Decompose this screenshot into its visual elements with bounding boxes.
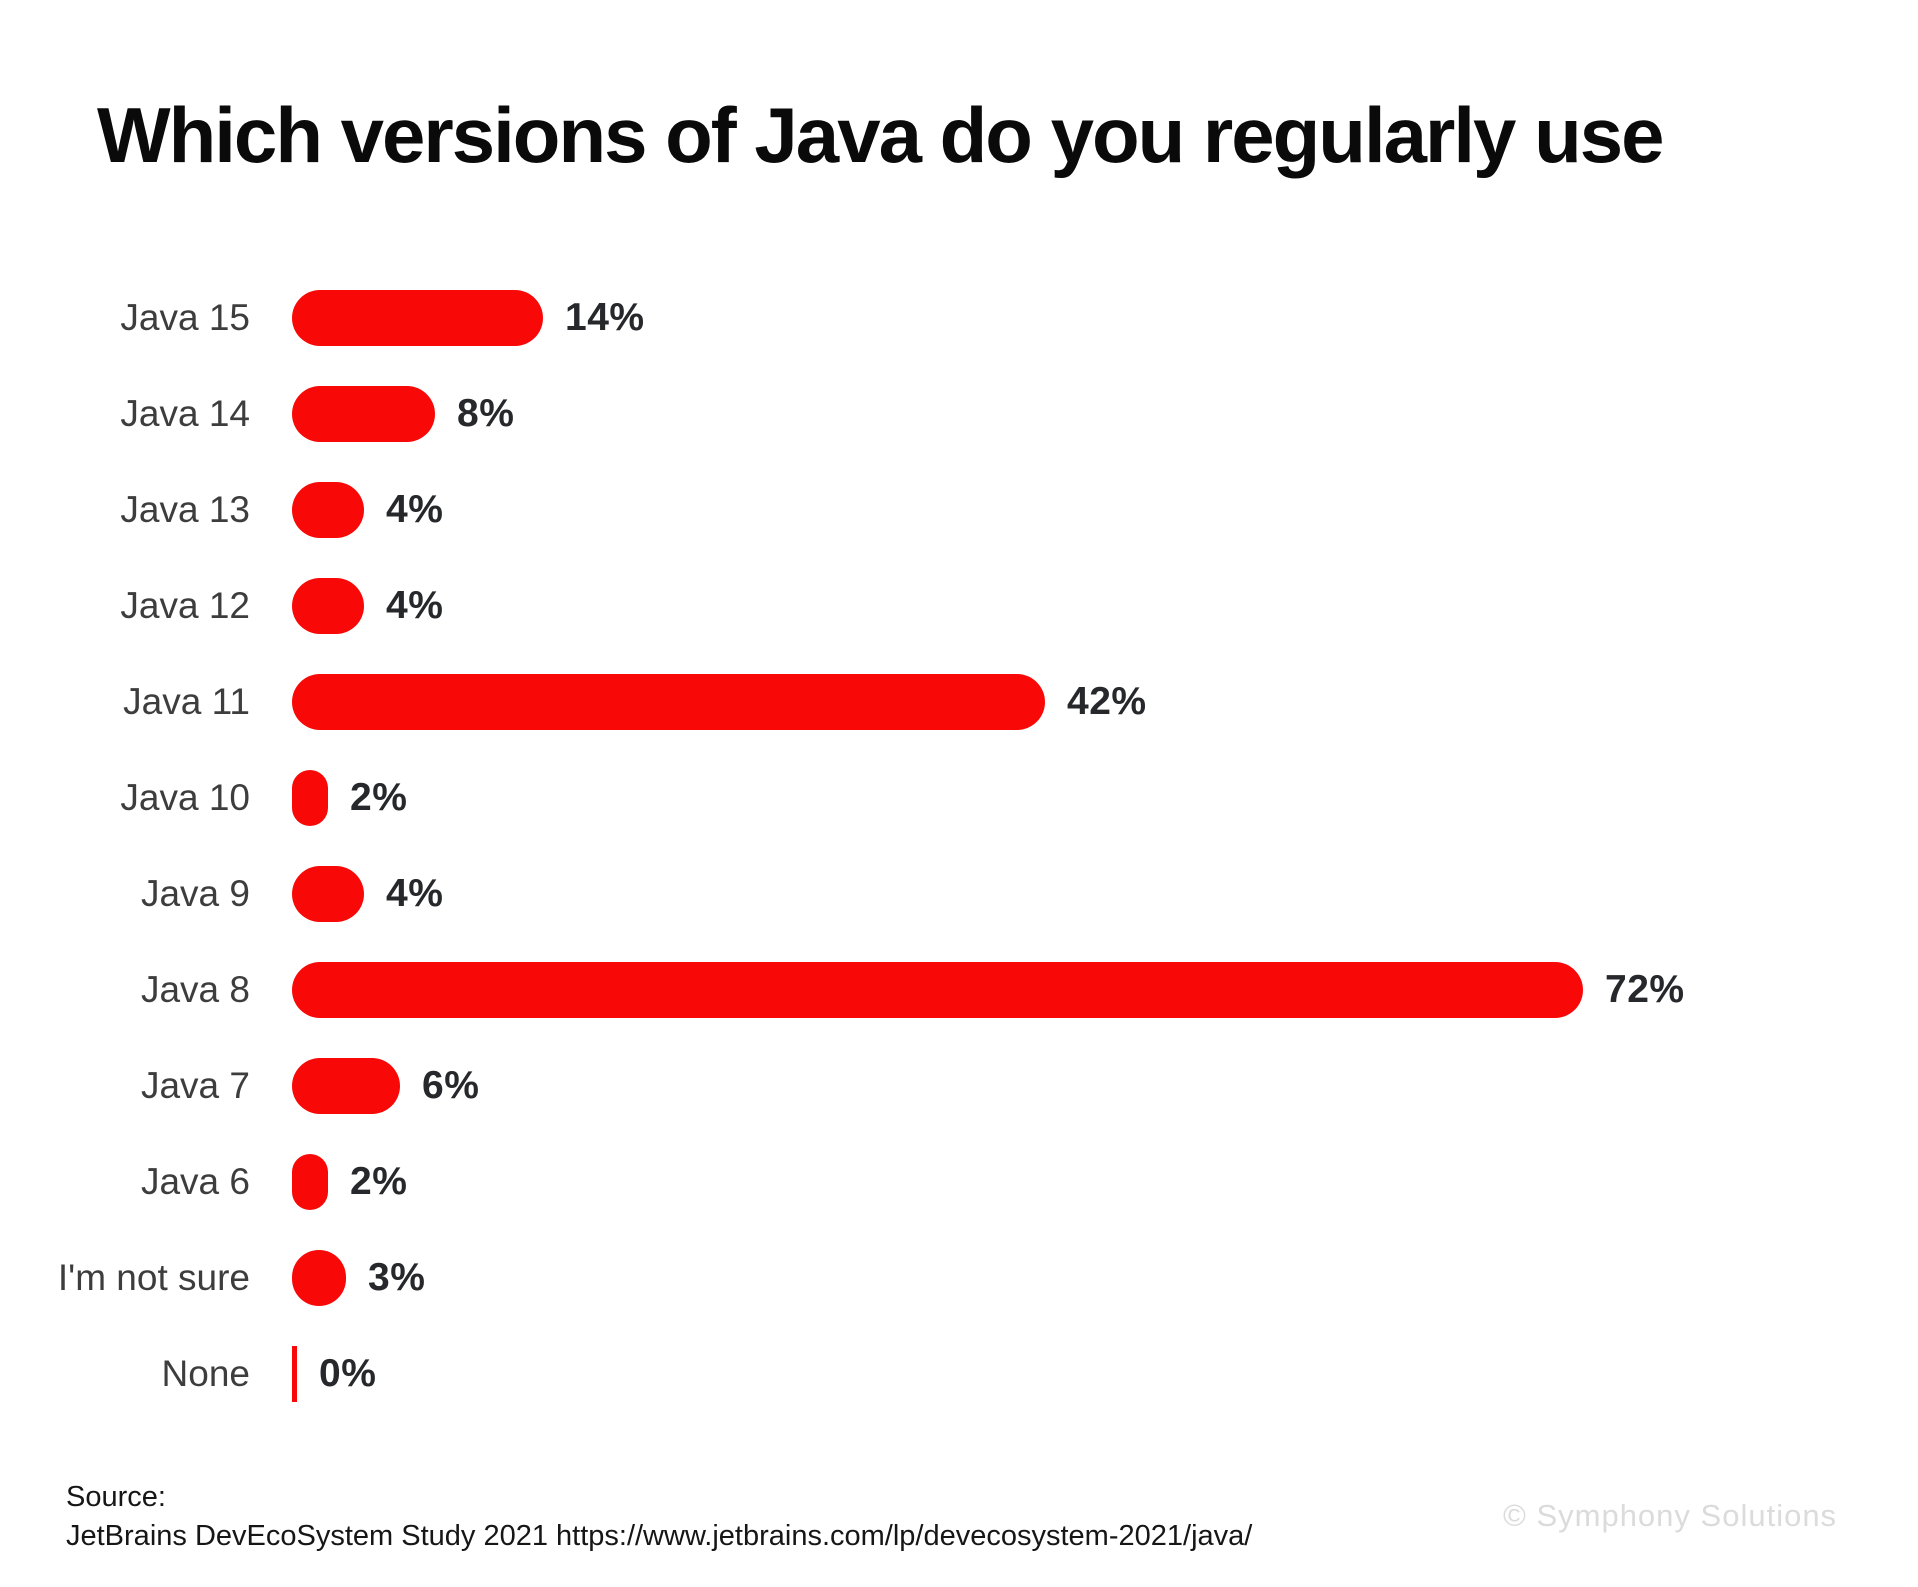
bar-chart: Java 15 14% Java 14 8% Java 13 4% Java 12 4% Jav…: [0, 270, 1918, 1422]
bar: [292, 866, 364, 922]
bar-value: 72%: [1605, 968, 1685, 1011]
bar-label: Java 7: [140, 1065, 250, 1106]
bar: [292, 482, 364, 538]
bar-value: 8%: [457, 392, 515, 435]
bar: [292, 1058, 400, 1114]
bar: [292, 1250, 346, 1306]
bar: [292, 578, 364, 634]
bar-label: Java 11: [123, 681, 250, 722]
chart-row: Java 10 2%: [0, 750, 1918, 846]
bar-label: Java 12: [120, 585, 250, 626]
bar: [292, 770, 328, 826]
chart-row: None 0%: [0, 1326, 1918, 1422]
bar-label: Java 10: [120, 777, 250, 818]
chart-row: Java 6 2%: [0, 1134, 1918, 1230]
bar-label: Java 6: [140, 1161, 250, 1202]
bar-label: Java 8: [140, 969, 250, 1010]
chart-row: Java 14 8%: [0, 366, 1918, 462]
bar: [292, 1346, 297, 1402]
source-label: Source:: [66, 1481, 166, 1513]
bar-value: 6%: [422, 1064, 480, 1107]
bar-value: 0%: [319, 1352, 377, 1395]
bar-value: 14%: [565, 296, 645, 339]
chart-row: Java 13 4%: [0, 462, 1918, 558]
bar-value: 2%: [350, 1160, 408, 1203]
bar: [292, 386, 435, 442]
bar-value: 4%: [386, 488, 444, 531]
source-note: Source: JetBrains DevEcoSystem Study 202…: [66, 1478, 1252, 1556]
bar-value: 2%: [350, 776, 408, 819]
chart-row: Java 11 42%: [0, 654, 1918, 750]
chart-row: Java 7 6%: [0, 1038, 1918, 1134]
bar: [292, 962, 1583, 1018]
bar-label: Java 15: [120, 297, 250, 338]
chart-row: Java 12 4%: [0, 558, 1918, 654]
chart-row: I'm not sure 3%: [0, 1230, 1918, 1326]
bar: [292, 674, 1045, 730]
bar-label: None: [161, 1353, 250, 1394]
chart-row: Java 8 72%: [0, 942, 1918, 1038]
bar: [292, 290, 543, 346]
bar-label: Java 14: [120, 393, 250, 434]
bar-value: 42%: [1067, 680, 1147, 723]
bar-value: 3%: [368, 1256, 426, 1299]
bar-label: Java 13: [120, 489, 250, 530]
chart-title: Which versions of Java do you regularly …: [97, 91, 1664, 179]
bar-label: I'm not sure: [57, 1257, 250, 1298]
bar: [292, 1154, 328, 1210]
bar-label: Java 9: [140, 873, 250, 914]
source-line: JetBrains DevEcoSystem Study 2021 https:…: [66, 1520, 1253, 1552]
chart-row: Java 15 14%: [0, 270, 1918, 366]
bar-value: 4%: [386, 872, 444, 915]
bar-value: 4%: [386, 584, 444, 627]
watermark: © Symphony Solutions: [1503, 1498, 1838, 1533]
chart-row: Java 9 4%: [0, 846, 1918, 942]
